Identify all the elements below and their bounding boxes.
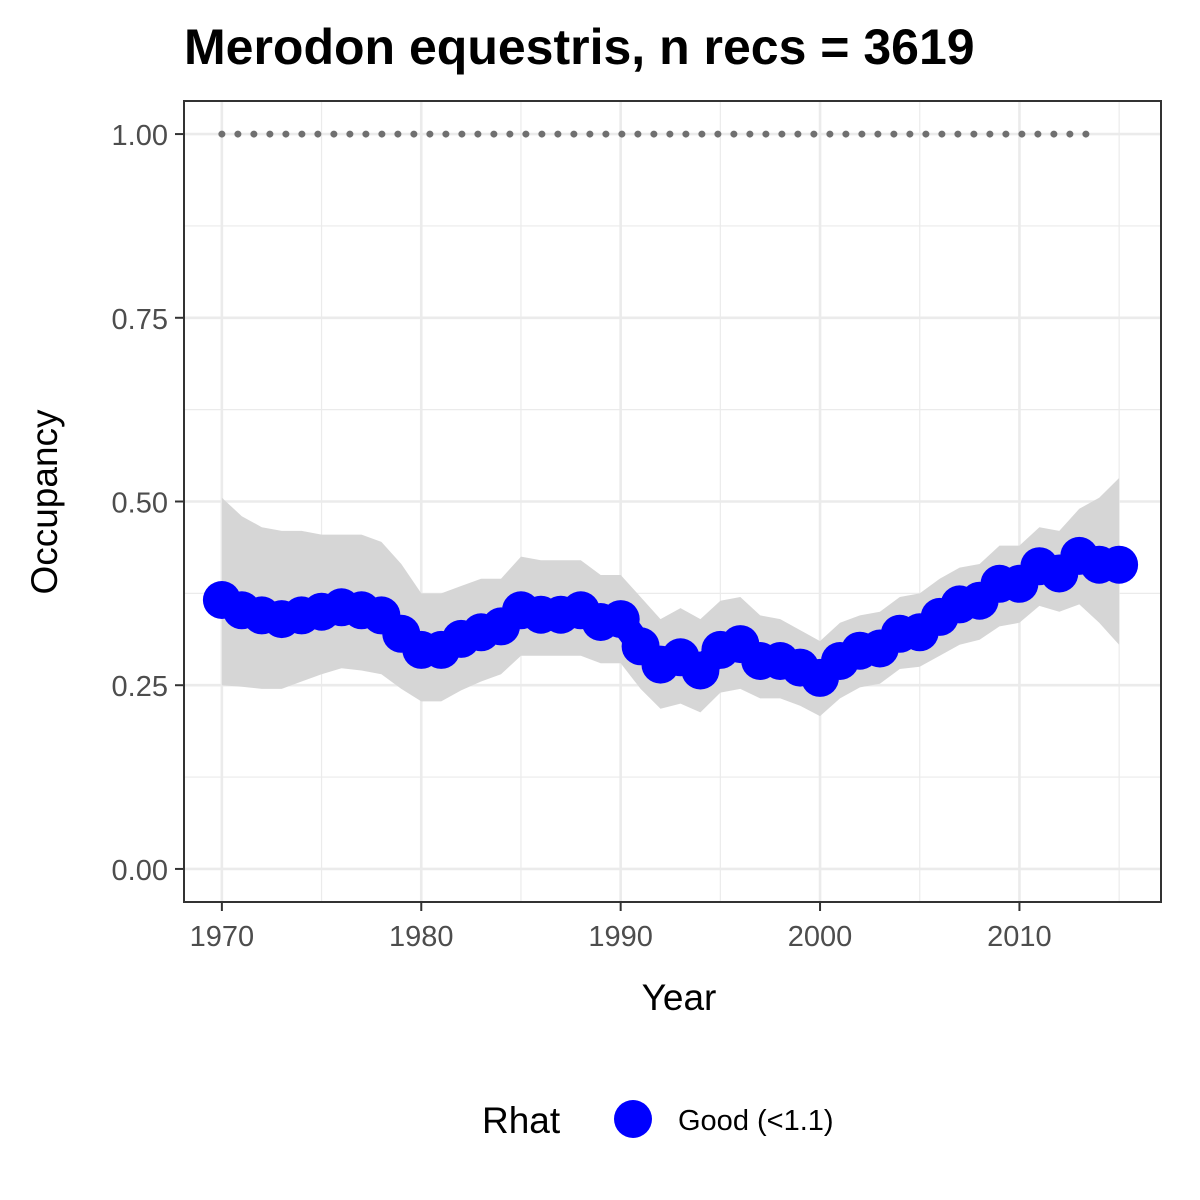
x-tick-label: 1990	[588, 921, 653, 953]
legend-title: Rhat	[482, 1100, 561, 1141]
grid-lines	[184, 101, 1161, 902]
x-axis-title: Year	[642, 977, 717, 1018]
y-tick-label: 0.50	[112, 488, 168, 520]
x-tick-label: 1970	[190, 921, 255, 953]
legend: Rhat Good (<1.1)	[482, 1100, 834, 1141]
series-layer	[202, 536, 1139, 697]
x-tick-label: 2010	[987, 921, 1052, 953]
chart-title: Merodon equestris, n recs = 3619	[184, 19, 975, 75]
y-tick-label: 0.25	[112, 671, 168, 703]
y-tick-label: 0.75	[112, 304, 168, 336]
axis-layer: 1970 1980 1990 2000 2010 0.00 0.25 0.50 0.75 1.00	[112, 120, 1052, 953]
y-tick-label: 1.00	[112, 120, 168, 152]
data-point	[601, 600, 640, 639]
data-point	[1100, 545, 1139, 584]
x-tick-label: 2000	[788, 921, 853, 953]
legend-key-good	[614, 1100, 652, 1138]
legend-label-good: Good (<1.1)	[678, 1105, 834, 1137]
y-tick-label: 0.00	[112, 855, 168, 887]
x-tick-label: 1980	[389, 921, 454, 953]
y-axis-title: Occupancy	[24, 409, 65, 595]
